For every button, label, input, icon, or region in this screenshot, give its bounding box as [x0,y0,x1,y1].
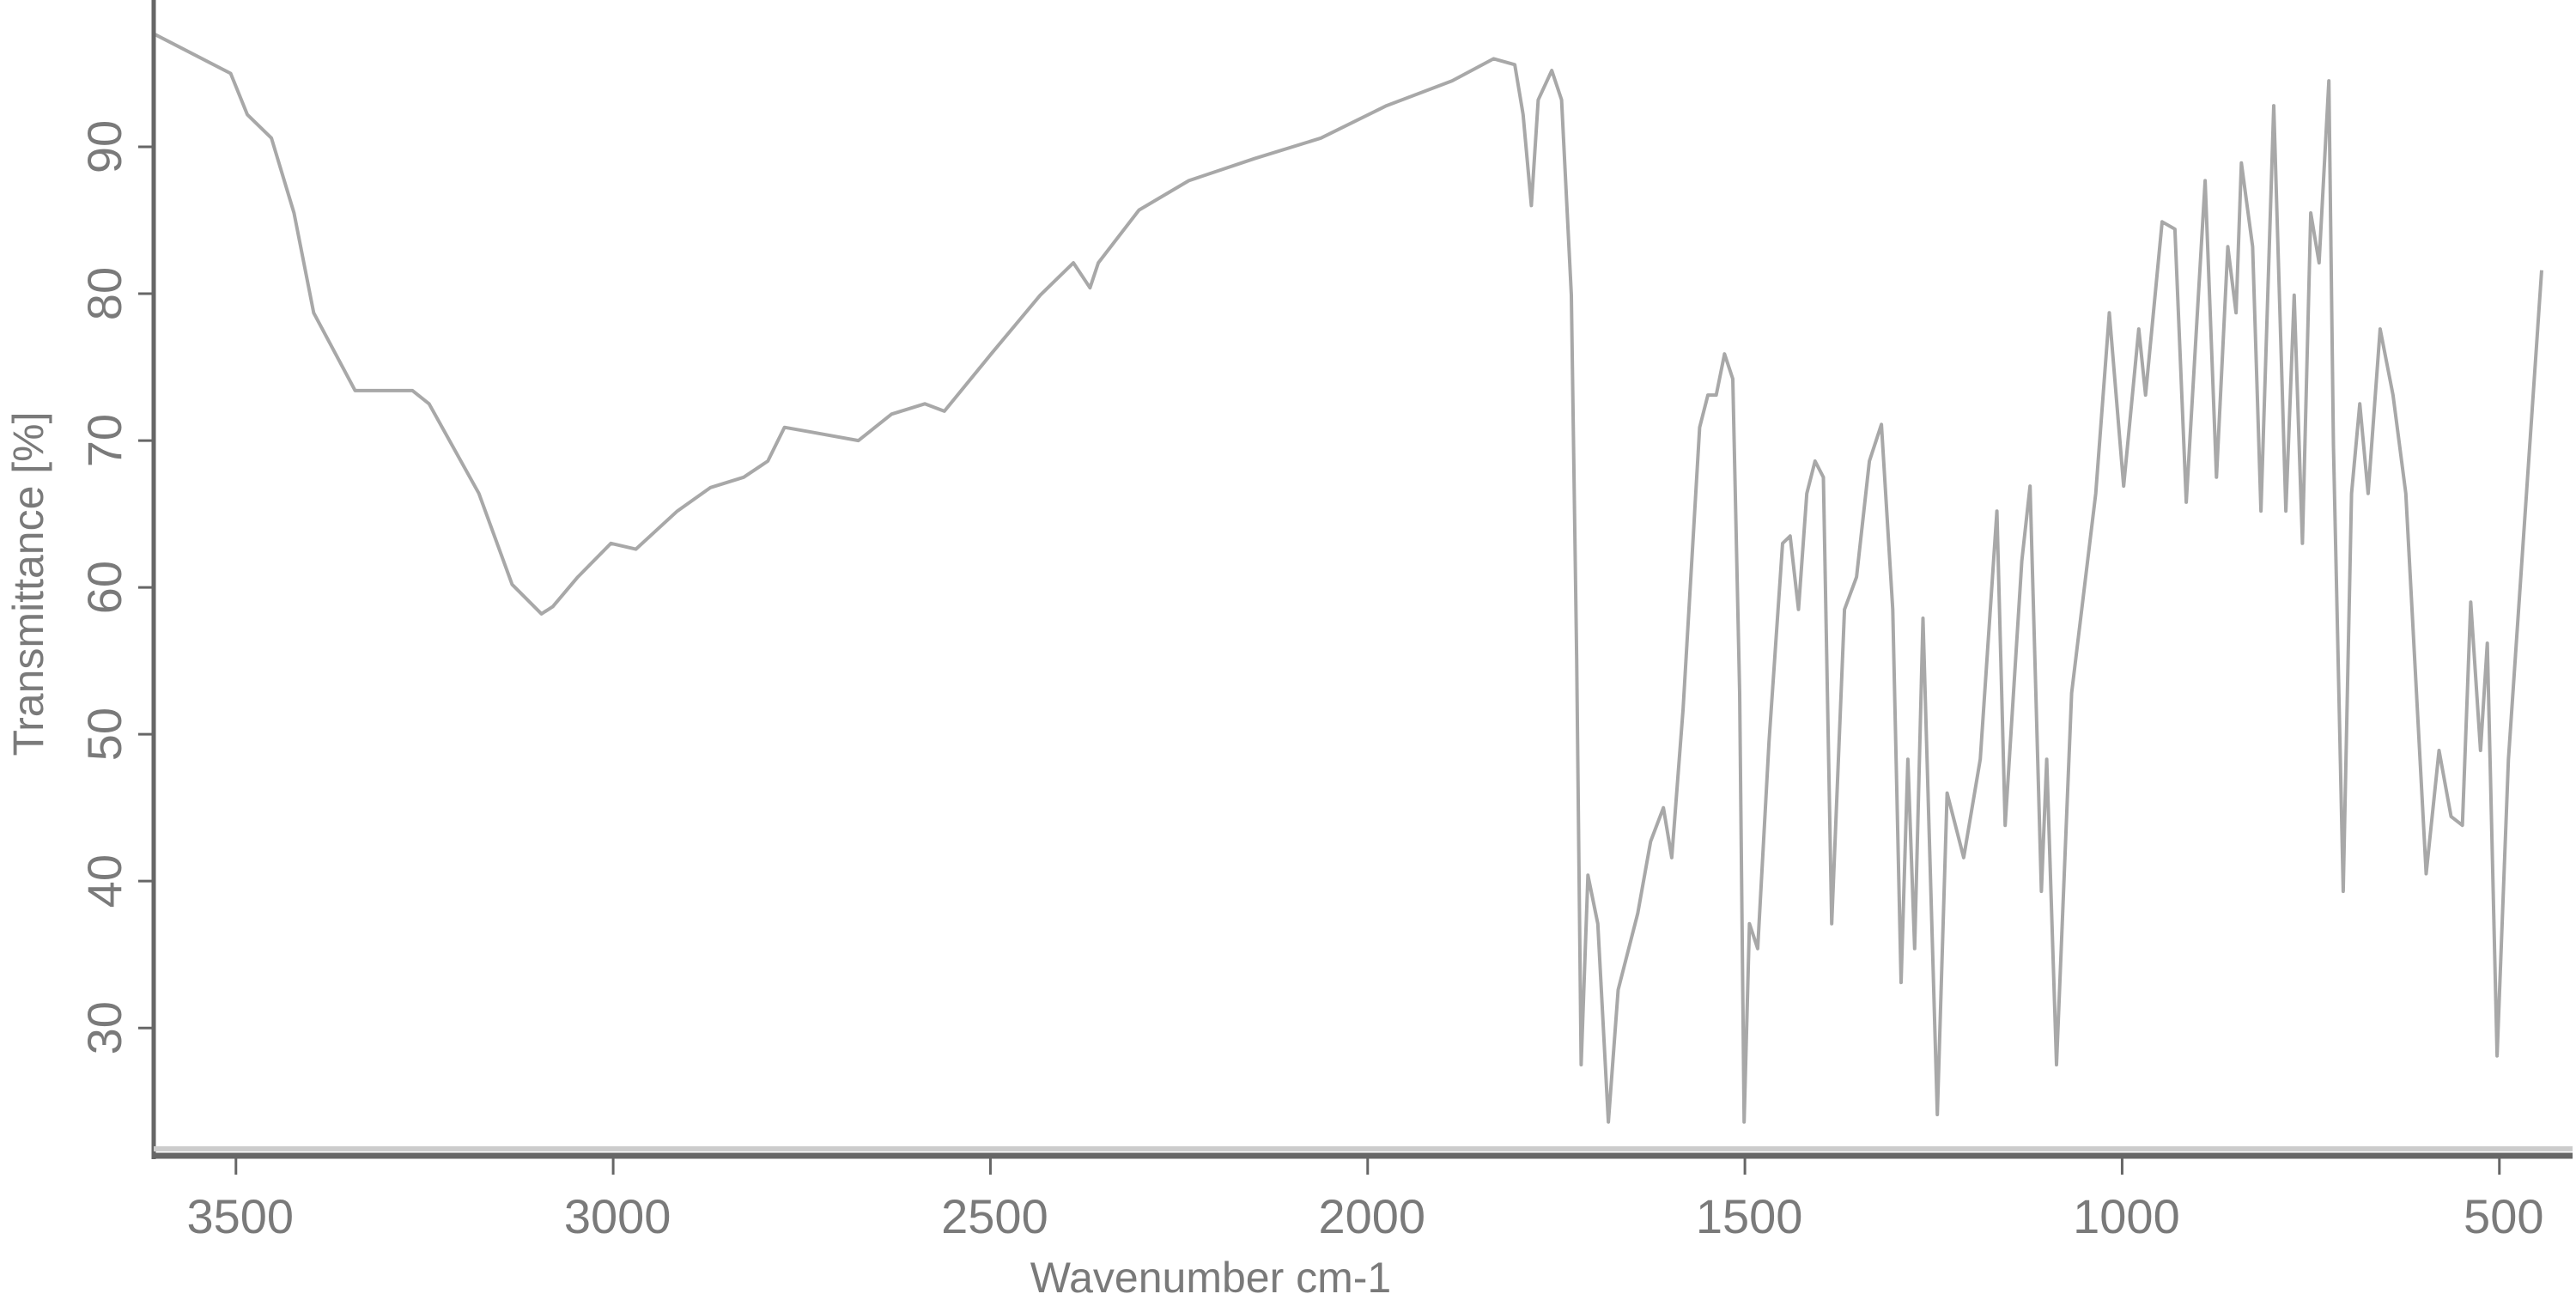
x-tick-label: 3500 [186,1189,294,1243]
axes: 3500 3000 2500 2000 1500 1000 500 30 40 50 60 70 80 9… [77,0,2573,1243]
y-tick-label: 60 [77,561,131,614]
y-tick-label: 80 [77,267,131,320]
x-tick-label: 2500 [941,1189,1048,1243]
y-tick-label: 70 [77,414,131,467]
y-tick-label: 40 [77,854,131,908]
x-tick-label: 500 [2464,1189,2543,1243]
x-tick-label: 1500 [1696,1189,1803,1243]
y-axis-title: Transmittance [%] [4,411,52,756]
x-tick-label: 2000 [1318,1189,1425,1243]
x-tick-label: 1000 [2073,1189,2180,1243]
spectrum-line [153,32,2543,1124]
plot-area [153,32,2543,1124]
x-tick-label: 3000 [564,1189,671,1243]
y-tick-label: 30 [77,1001,131,1054]
y-tick-label: 90 [77,120,131,173]
y-tick-label: 50 [77,708,131,761]
x-axis-title: Wavenumber cm-1 [1030,1254,1391,1302]
